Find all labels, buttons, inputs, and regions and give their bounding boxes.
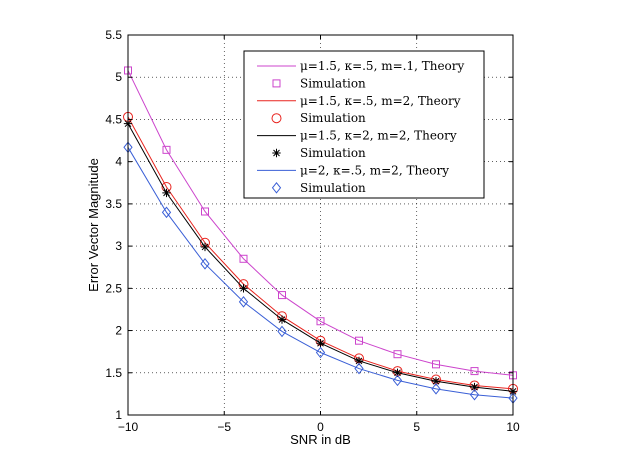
data-point-marker <box>354 362 364 375</box>
y-tick-label: 1 <box>115 408 122 422</box>
legend-label-theory-3: μ=1.5, κ=2, m=2, Theory <box>300 129 457 143</box>
x-tick-label: 0 <box>317 420 324 434</box>
series-line <box>127 70 514 376</box>
data-point-marker <box>239 284 248 293</box>
series-line <box>127 147 514 399</box>
ticks: −10 −5 0 5 10 1 1.5 2 2.5 3 3.5 4 4.5 5 5.5 <box>105 28 520 434</box>
data-point-marker <box>354 356 364 366</box>
legend-box <box>243 50 485 199</box>
data-point-marker <box>162 188 171 198</box>
data-point-marker <box>316 339 325 348</box>
y-tick-label: 3.5 <box>105 197 122 211</box>
data-point-marker <box>316 317 325 326</box>
data-point-marker <box>278 291 286 300</box>
data-point-marker <box>432 360 440 369</box>
data-point-marker <box>393 350 402 359</box>
data-point-marker <box>238 296 249 308</box>
series-layer <box>123 66 518 404</box>
legend-marker-2 <box>271 113 282 124</box>
y-tick-label: 2 <box>115 324 122 338</box>
data-point-marker <box>200 258 210 270</box>
legend-marker-3 <box>272 148 281 158</box>
y-tick-label: 2.5 <box>105 281 122 295</box>
x-tick-label: −5 <box>217 420 231 434</box>
legend-label-simulation-3: Simulation <box>300 146 366 160</box>
x-tick-label: −10 <box>118 420 139 434</box>
data-point-marker <box>470 382 479 392</box>
data-point-marker <box>469 388 480 401</box>
data-point-marker <box>161 206 172 219</box>
y-tick-label: 5.5 <box>105 28 122 42</box>
data-point-marker <box>277 315 287 324</box>
data-point-marker <box>431 377 441 386</box>
legend-marker-4 <box>271 181 282 194</box>
x-tick-label: 10 <box>506 420 520 434</box>
y-tick-label: 3 <box>115 239 122 253</box>
data-point-marker <box>470 367 479 376</box>
legend-label-theory-1: μ=1.5, κ=.5, m=.1, Theory <box>300 59 465 73</box>
legend: μ=1.5, κ=.5, m=.1, Theory Simulation μ=1.5… <box>243 50 485 199</box>
data-point-marker <box>201 207 209 216</box>
data-point-marker <box>393 368 402 377</box>
series-3 <box>123 119 518 396</box>
x-tick-label: 5 <box>413 420 420 434</box>
data-point-marker <box>315 346 326 359</box>
y-axis-label: Error Vector Magnitude <box>86 158 101 292</box>
y-tick-label: 1.5 <box>105 366 122 380</box>
data-point-marker <box>200 242 210 252</box>
data-point-marker <box>277 325 287 338</box>
legend-marker-1 <box>272 79 281 88</box>
data-point-marker <box>392 374 403 387</box>
data-point-marker <box>239 254 248 263</box>
data-point-marker <box>355 336 363 345</box>
y-tick-label: 4.5 <box>105 112 122 126</box>
x-axis-label: SNR in dB <box>290 432 351 447</box>
y-tick-label: 4 <box>115 155 122 169</box>
y-tick-label: 5 <box>115 70 122 84</box>
legend-label-theory-4: μ=2, κ=.5, m=2, Theory <box>300 163 449 177</box>
data-point-marker <box>431 383 441 395</box>
legend-label-theory-2: μ=1.5, κ=.5, m=2, Theory <box>300 94 461 108</box>
data-point-marker <box>162 145 171 154</box>
legend-label-simulation-1: Simulation <box>300 76 366 90</box>
legend-label-simulation-4: Simulation <box>300 181 366 195</box>
legend-label-simulation-2: Simulation <box>300 111 366 125</box>
series-4 <box>123 141 518 404</box>
